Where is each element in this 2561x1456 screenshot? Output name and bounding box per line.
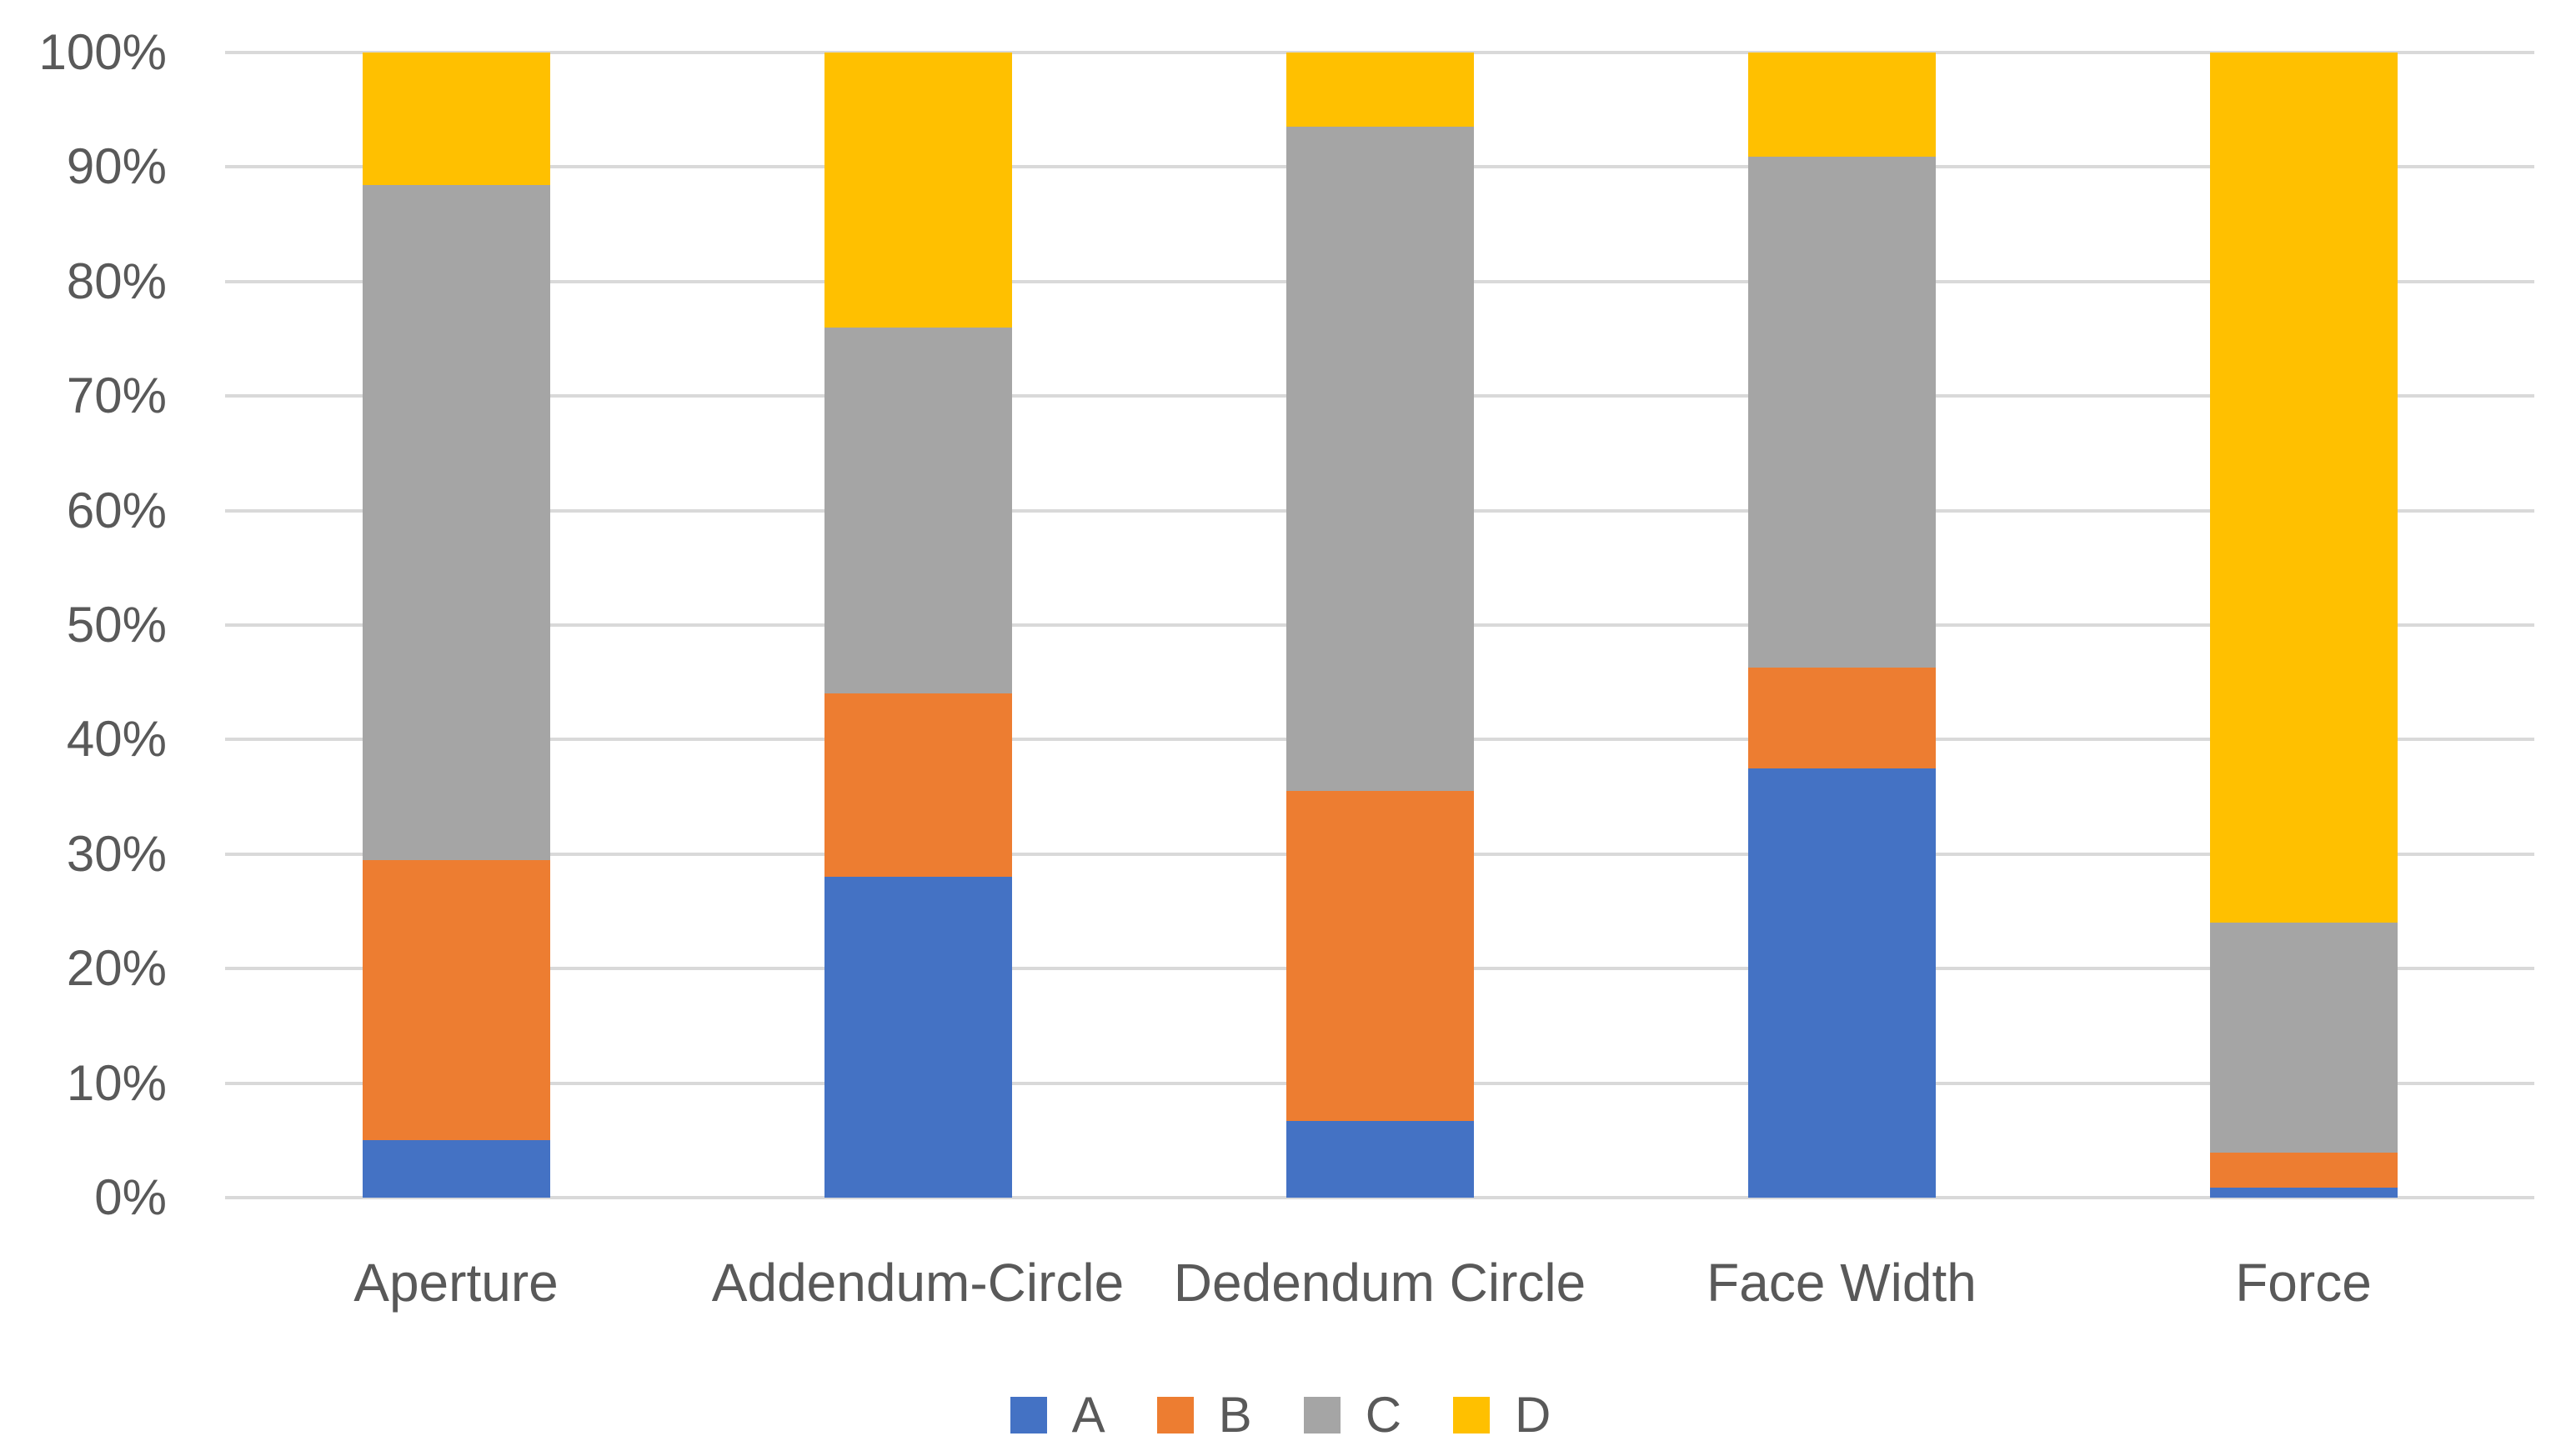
bar-segment-b-face-width xyxy=(1747,667,1936,768)
legend-label-a: A xyxy=(1071,1387,1105,1443)
bar-segment-a-force xyxy=(2209,1187,2398,1198)
x-axis-label-addendum-circle: Addendum-Circle xyxy=(711,1253,1125,1313)
bar-segment-d-dedendum-circle xyxy=(1286,53,1474,128)
legend-label-b: B xyxy=(1218,1387,1252,1443)
y-tick-label-100: 100% xyxy=(38,24,167,80)
legend-item-a: A xyxy=(1010,1390,1105,1440)
bar-segment-d-addendum-circle xyxy=(824,53,1012,328)
legend-label-d: D xyxy=(1515,1387,1551,1443)
bar-segment-d-face-width xyxy=(1747,53,1936,158)
bar-segment-a-addendum-circle xyxy=(824,877,1012,1198)
legend: A B C D xyxy=(0,1390,2561,1440)
bar-segment-a-dedendum-circle xyxy=(1286,1120,1474,1198)
bar-stack-face-width xyxy=(1747,53,1936,1198)
bar-segment-d-aperture xyxy=(362,53,550,186)
y-tick-label-10: 10% xyxy=(66,1054,167,1111)
legend-item-b: B xyxy=(1156,1387,1252,1443)
y-tick-label-90: 90% xyxy=(66,138,167,195)
bar-segment-a-face-width xyxy=(1747,768,1936,1198)
bar-stack-addendum-circle xyxy=(824,53,1012,1198)
legend-swatch-c xyxy=(1303,1397,1341,1433)
bar-segment-a-aperture xyxy=(362,1140,550,1198)
bar-segment-d-force xyxy=(2209,53,2398,923)
y-tick-label-60: 60% xyxy=(66,482,167,538)
bar-segment-c-face-width xyxy=(1747,157,1936,668)
bar-segment-b-aperture xyxy=(362,859,550,1141)
y-tick-label-0: 0% xyxy=(94,1169,167,1225)
gridline-0 xyxy=(225,1196,2534,1199)
x-axis: Aperture Addendum-Circle Dedendum Circle Fa… xyxy=(225,1198,2534,1331)
x-axis-label-dedendum-circle: Dedendum Circle xyxy=(1173,1253,1586,1313)
x-axis-label-face-width: Face Width xyxy=(1706,1253,1977,1313)
x-axis-label-aperture: Aperture xyxy=(353,1253,559,1313)
gridline-100 xyxy=(225,51,2534,54)
bar-stack-force xyxy=(2209,53,2398,1198)
legend-swatch-b xyxy=(1156,1397,1194,1433)
legend-swatch-d xyxy=(1453,1397,1491,1433)
y-tick-label-30: 30% xyxy=(66,825,167,882)
bar-segment-c-dedendum-circle xyxy=(1286,127,1474,792)
y-tick-label-40: 40% xyxy=(66,711,167,768)
plot-area xyxy=(225,51,2534,1199)
bar-segment-b-dedendum-circle xyxy=(1286,791,1474,1121)
y-tick-label-70: 70% xyxy=(66,368,167,424)
legend-label-c: C xyxy=(1365,1387,1402,1443)
bar-segment-c-force xyxy=(2209,923,2398,1153)
bar-segment-b-addendum-circle xyxy=(824,693,1012,878)
bar-segment-c-addendum-circle xyxy=(824,327,1012,694)
bar-segment-b-force xyxy=(2209,1153,2398,1188)
bar-stack-aperture xyxy=(362,53,550,1198)
y-tick-label-80: 80% xyxy=(66,253,167,309)
y-tick-label-50: 50% xyxy=(66,597,167,653)
y-tick-label-20: 20% xyxy=(66,940,167,997)
x-axis-label-force: Force xyxy=(2235,1253,2372,1313)
legend-item-c: C xyxy=(1303,1387,1402,1443)
bar-stack-dedendum-circle xyxy=(1286,53,1474,1198)
bar-segment-c-aperture xyxy=(362,185,550,860)
y-axis: 0% 10% 20% 30% 40% 50% 60% 70% 80% 90% 100% xyxy=(0,28,167,1223)
legend-swatch-a xyxy=(1010,1397,1047,1433)
legend-item-d: D xyxy=(1453,1390,1551,1440)
